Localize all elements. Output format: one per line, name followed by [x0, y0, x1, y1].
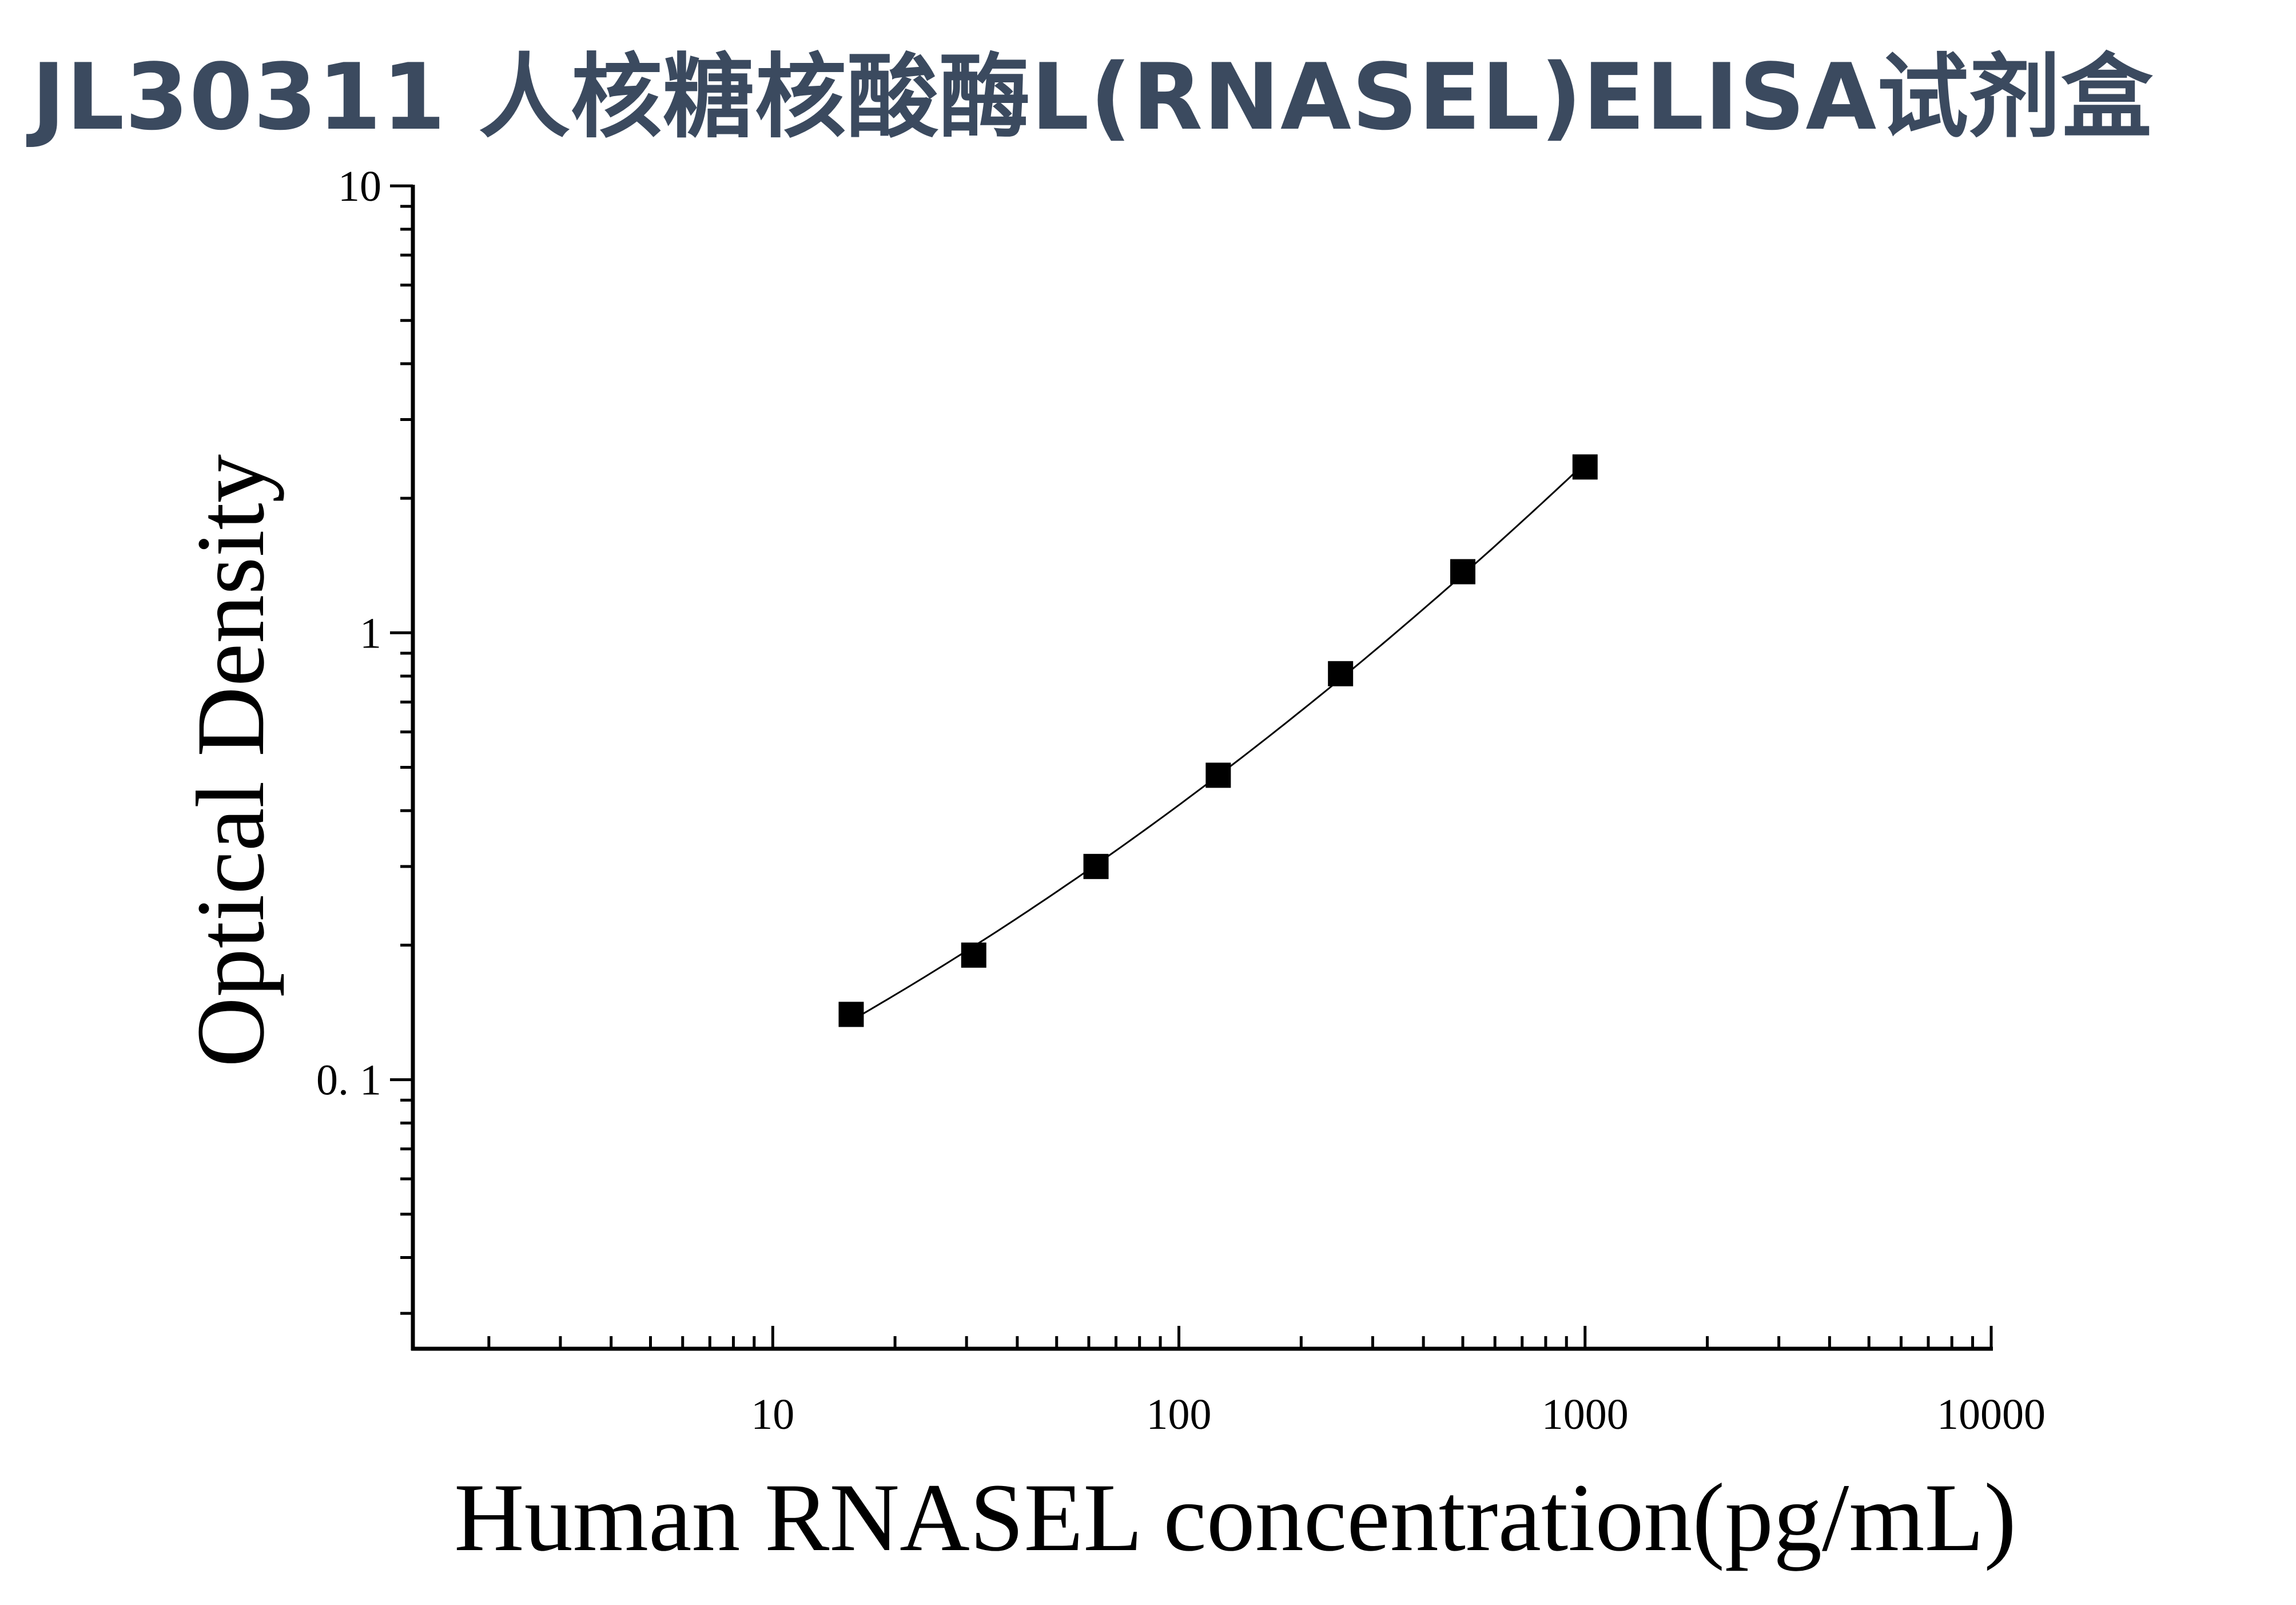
y-tick-label: 10 — [338, 162, 381, 210]
data-point — [1205, 762, 1231, 788]
y-tick-label: 0. 1 — [316, 1056, 381, 1105]
data-points — [838, 454, 1598, 1027]
x-tick-label: 100 — [1147, 1391, 1212, 1439]
x-tick-label: 1000 — [1542, 1391, 1629, 1439]
data-point — [1083, 853, 1109, 879]
x-tick-label: 10 — [751, 1391, 794, 1439]
ticks: 10 100 1000 10000 0. 1 1 10 — [316, 162, 2046, 1439]
data-point — [1450, 559, 1475, 585]
y-tick-label: 1 — [360, 609, 381, 657]
x-axis-title: Human RNASEL concentration(pg/mL) — [454, 1464, 2016, 1571]
y-axis-title: Optical Density — [177, 454, 284, 1067]
data-point — [961, 942, 986, 968]
fit-curve — [850, 462, 1586, 1022]
axes — [411, 185, 1993, 1351]
fit-curve-group — [850, 462, 1586, 1022]
data-point — [1328, 661, 1354, 686]
page-title: JL30311 人核糖核酸酶L(RNASEL)ELISA试剂盒 — [31, 43, 2154, 150]
x-tick-label: 10000 — [1937, 1391, 2046, 1439]
data-point — [1572, 454, 1598, 480]
data-point — [838, 1002, 864, 1027]
